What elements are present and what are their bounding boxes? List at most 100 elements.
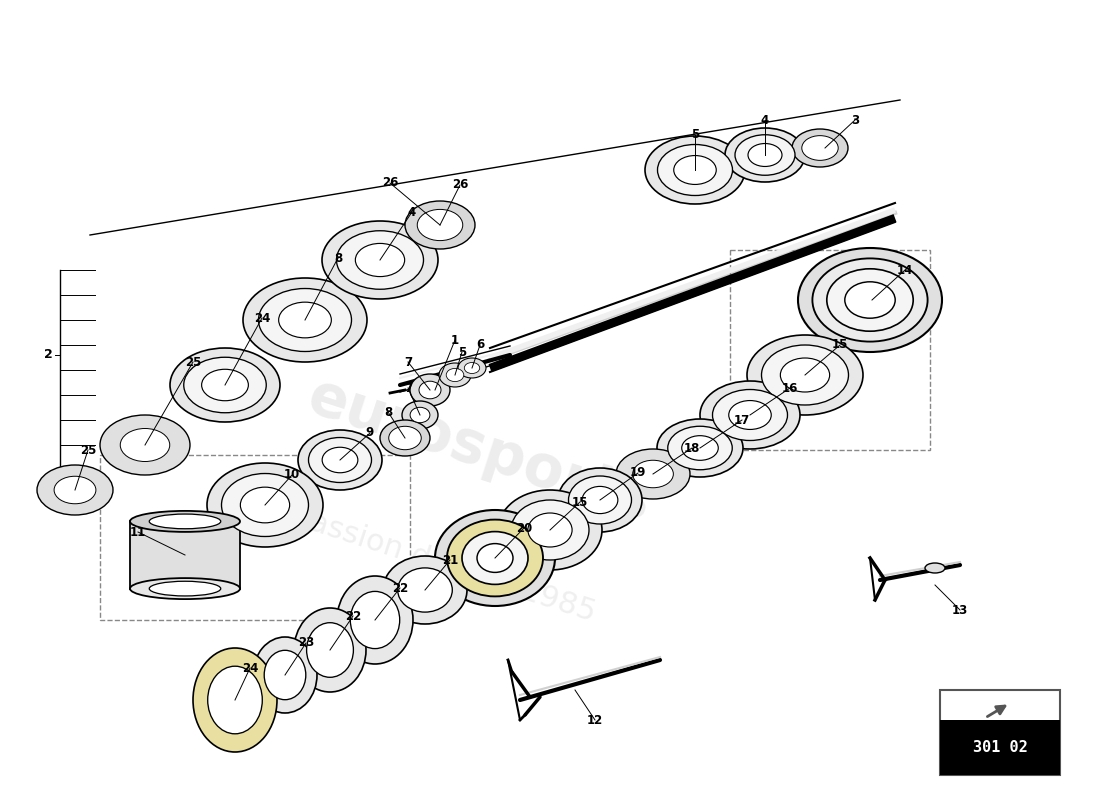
Ellipse shape: [150, 514, 221, 529]
Bar: [100, 455, 410, 620]
Ellipse shape: [528, 513, 572, 547]
Ellipse shape: [632, 460, 673, 488]
Ellipse shape: [645, 136, 745, 204]
Ellipse shape: [130, 511, 240, 532]
Ellipse shape: [355, 243, 405, 277]
Text: 15: 15: [572, 495, 588, 509]
Ellipse shape: [130, 578, 240, 599]
Ellipse shape: [258, 289, 352, 351]
Text: 301 02: 301 02: [972, 741, 1027, 755]
Ellipse shape: [207, 463, 323, 547]
Text: 24: 24: [254, 311, 271, 325]
Text: 11: 11: [130, 526, 146, 538]
Ellipse shape: [294, 608, 366, 692]
Text: 26: 26: [452, 178, 469, 191]
Ellipse shape: [100, 415, 190, 475]
Ellipse shape: [322, 447, 358, 473]
Ellipse shape: [240, 487, 289, 523]
Ellipse shape: [813, 258, 927, 342]
Text: 26: 26: [382, 177, 398, 190]
Ellipse shape: [761, 345, 848, 405]
Ellipse shape: [802, 136, 838, 160]
Text: 8: 8: [384, 406, 392, 418]
Ellipse shape: [458, 358, 486, 378]
Ellipse shape: [402, 401, 438, 429]
Text: 25: 25: [80, 443, 96, 457]
Ellipse shape: [298, 430, 382, 490]
Ellipse shape: [243, 278, 367, 362]
Text: 4: 4: [761, 114, 769, 126]
Ellipse shape: [192, 648, 277, 752]
Ellipse shape: [673, 155, 716, 185]
Text: 1: 1: [451, 334, 459, 346]
Ellipse shape: [170, 348, 280, 422]
Text: 23: 23: [298, 637, 315, 650]
Ellipse shape: [447, 368, 464, 382]
Ellipse shape: [54, 476, 96, 504]
Text: 5: 5: [458, 346, 466, 358]
Ellipse shape: [569, 476, 631, 524]
Ellipse shape: [398, 568, 452, 612]
Ellipse shape: [184, 358, 266, 413]
Text: 13: 13: [952, 603, 968, 617]
Ellipse shape: [558, 468, 642, 532]
Text: 24: 24: [242, 662, 258, 674]
Ellipse shape: [417, 210, 463, 241]
Ellipse shape: [735, 134, 795, 175]
Ellipse shape: [498, 490, 602, 570]
Ellipse shape: [616, 449, 690, 499]
Text: 4: 4: [408, 206, 416, 218]
Text: 15: 15: [832, 338, 848, 351]
Ellipse shape: [827, 269, 913, 331]
Ellipse shape: [728, 401, 771, 430]
Ellipse shape: [658, 145, 733, 195]
Text: 22: 22: [392, 582, 408, 594]
Ellipse shape: [713, 390, 788, 441]
Text: 5: 5: [691, 129, 700, 142]
Ellipse shape: [405, 201, 475, 249]
Bar: [940, 690, 1060, 775]
Ellipse shape: [512, 500, 588, 560]
Bar: [130, 522, 240, 589]
Ellipse shape: [725, 128, 805, 182]
Ellipse shape: [410, 407, 430, 422]
Ellipse shape: [350, 591, 399, 649]
Bar: [730, 250, 930, 450]
Ellipse shape: [700, 381, 800, 449]
Ellipse shape: [322, 221, 438, 299]
Ellipse shape: [379, 420, 430, 456]
Ellipse shape: [37, 465, 113, 515]
Ellipse shape: [308, 438, 372, 482]
Ellipse shape: [477, 544, 513, 573]
Ellipse shape: [208, 666, 262, 734]
Ellipse shape: [388, 426, 421, 450]
Text: 25: 25: [185, 355, 201, 369]
Ellipse shape: [150, 582, 221, 596]
Text: 7: 7: [404, 382, 412, 394]
Ellipse shape: [748, 143, 782, 166]
Ellipse shape: [582, 486, 618, 514]
Bar: [940, 720, 1060, 775]
Text: 14: 14: [896, 263, 913, 277]
Ellipse shape: [264, 650, 306, 700]
Text: 21: 21: [442, 554, 458, 566]
Text: 8: 8: [334, 251, 342, 265]
Ellipse shape: [410, 374, 450, 406]
Ellipse shape: [682, 436, 718, 460]
Ellipse shape: [120, 429, 169, 462]
Ellipse shape: [447, 520, 543, 597]
Ellipse shape: [464, 362, 480, 374]
Ellipse shape: [780, 358, 829, 392]
Ellipse shape: [792, 129, 848, 167]
Text: 20: 20: [516, 522, 532, 534]
Text: 2: 2: [44, 349, 53, 362]
Ellipse shape: [657, 419, 742, 477]
Ellipse shape: [798, 248, 942, 352]
Ellipse shape: [434, 510, 556, 606]
Ellipse shape: [668, 426, 733, 470]
Text: 17: 17: [734, 414, 750, 426]
Ellipse shape: [419, 381, 441, 399]
Ellipse shape: [221, 474, 308, 537]
Text: 10: 10: [284, 469, 300, 482]
Ellipse shape: [747, 335, 864, 415]
